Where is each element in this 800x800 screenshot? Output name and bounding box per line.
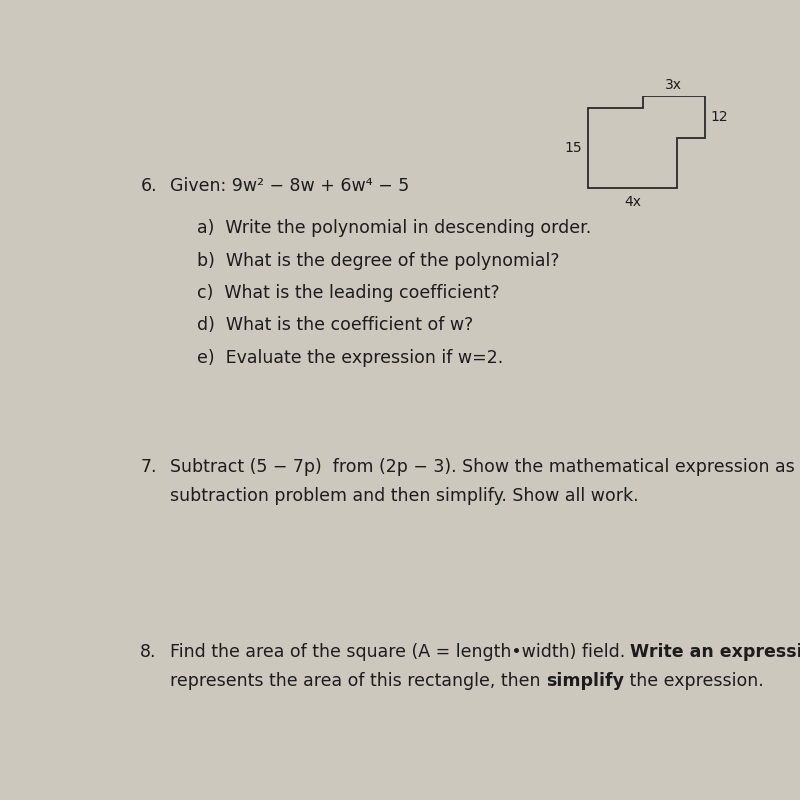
Text: simplify: simplify <box>546 672 624 690</box>
Text: 7.: 7. <box>140 458 157 476</box>
Text: 4x: 4x <box>624 194 642 209</box>
Text: 6.: 6. <box>140 177 157 195</box>
Text: e)  Evaluate the expression if w=2.: e) Evaluate the expression if w=2. <box>197 349 503 366</box>
Text: Given: 9w² − 8w + 6w⁴ − 5: Given: 9w² − 8w + 6w⁴ − 5 <box>170 177 409 195</box>
Text: represents the area of this rectangle, then: represents the area of this rectangle, t… <box>170 672 546 690</box>
Text: 8.: 8. <box>140 642 157 661</box>
Text: 3x: 3x <box>665 78 682 92</box>
Text: Subtract (5 − 7p)  from (2p − 3). Show the mathematical expression as a: Subtract (5 − 7p) from (2p − 3). Show th… <box>170 458 800 476</box>
Text: Find the area of the square (A = length•width) field.: Find the area of the square (A = length•… <box>170 642 630 661</box>
Text: subtraction problem and then simplify. Show all work.: subtraction problem and then simplify. S… <box>170 487 638 505</box>
Text: d)  What is the coefficient of w?: d) What is the coefficient of w? <box>197 316 473 334</box>
Text: a)  Write the polynomial in descending order.: a) Write the polynomial in descending or… <box>197 219 591 238</box>
Text: b)  What is the degree of the polynomial?: b) What is the degree of the polynomial? <box>197 251 559 270</box>
Text: Write an expression: Write an expression <box>630 642 800 661</box>
Text: 15: 15 <box>565 141 582 155</box>
Text: the expression.: the expression. <box>624 672 763 690</box>
Text: c)  What is the leading coefficient?: c) What is the leading coefficient? <box>197 284 499 302</box>
Text: 12: 12 <box>710 110 728 124</box>
